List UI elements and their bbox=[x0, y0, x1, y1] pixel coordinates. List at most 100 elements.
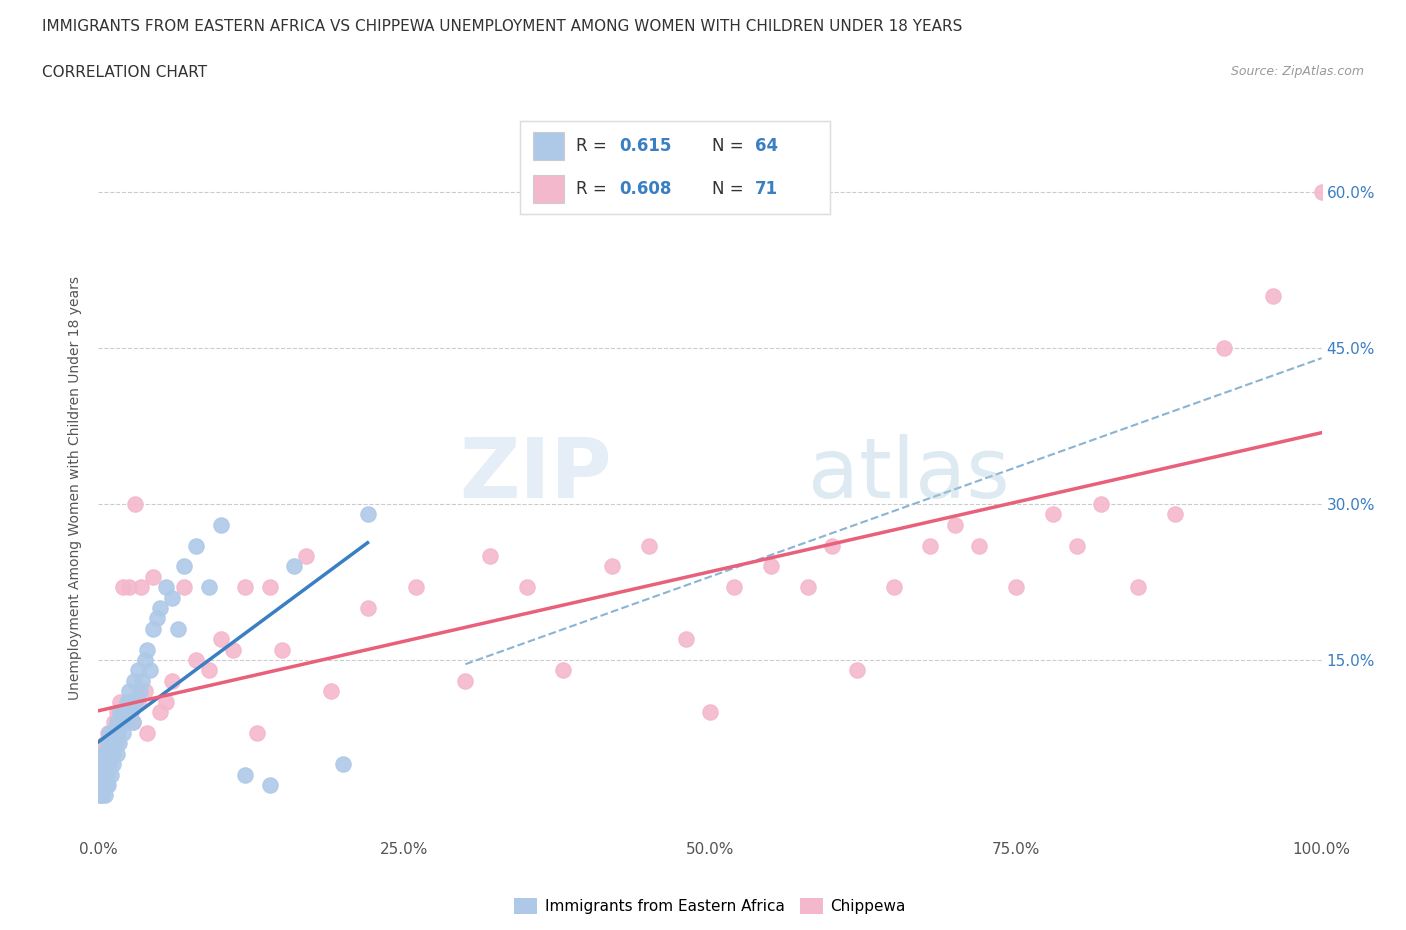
Point bbox=[103, 715, 125, 730]
Point bbox=[93, 788, 115, 803]
Point bbox=[967, 538, 990, 553]
Point bbox=[120, 694, 142, 709]
Point bbox=[186, 538, 208, 553]
Point bbox=[283, 559, 305, 574]
Point bbox=[173, 579, 195, 594]
Point bbox=[127, 694, 149, 709]
Point bbox=[139, 663, 162, 678]
Point bbox=[209, 517, 232, 532]
Point bbox=[90, 777, 112, 792]
Point bbox=[149, 705, 172, 720]
Point bbox=[1042, 507, 1064, 522]
Point bbox=[101, 746, 124, 761]
Point bbox=[111, 725, 134, 740]
Point bbox=[121, 715, 143, 730]
Point bbox=[197, 663, 219, 678]
Legend: Immigrants from Eastern Africa, Chippewa: Immigrants from Eastern Africa, Chippewa bbox=[508, 892, 912, 920]
Point bbox=[797, 579, 820, 594]
Text: 0.608: 0.608 bbox=[619, 179, 672, 198]
Point bbox=[93, 757, 115, 772]
Point bbox=[112, 705, 135, 720]
Point bbox=[699, 705, 721, 720]
Point bbox=[105, 746, 128, 761]
Point bbox=[761, 559, 783, 574]
Point bbox=[114, 715, 136, 730]
Point bbox=[97, 736, 120, 751]
Text: R =: R = bbox=[576, 137, 612, 155]
Point bbox=[91, 777, 114, 792]
Point bbox=[142, 621, 165, 636]
Point bbox=[122, 673, 145, 688]
Point bbox=[96, 767, 118, 782]
Point bbox=[142, 569, 165, 584]
Point bbox=[105, 705, 128, 720]
Point bbox=[89, 788, 111, 803]
Point bbox=[104, 736, 127, 751]
Point bbox=[638, 538, 661, 553]
Point bbox=[136, 725, 159, 740]
Text: Source: ZipAtlas.com: Source: ZipAtlas.com bbox=[1230, 65, 1364, 78]
Text: 71: 71 bbox=[755, 179, 779, 198]
Point bbox=[100, 767, 122, 782]
Point bbox=[845, 663, 868, 678]
Point bbox=[1066, 538, 1088, 553]
Point bbox=[97, 757, 120, 772]
Point bbox=[319, 684, 342, 698]
Point bbox=[124, 694, 146, 709]
Point bbox=[295, 549, 318, 564]
Point bbox=[93, 767, 115, 782]
Point bbox=[1212, 340, 1234, 355]
Point bbox=[160, 591, 183, 605]
Point bbox=[167, 621, 190, 636]
Point bbox=[136, 643, 159, 658]
Point bbox=[478, 549, 501, 564]
Point bbox=[101, 746, 124, 761]
Point bbox=[105, 715, 128, 730]
Point bbox=[1164, 507, 1187, 522]
Point bbox=[356, 601, 378, 616]
Point bbox=[1128, 579, 1150, 594]
Point bbox=[121, 715, 143, 730]
Point bbox=[600, 559, 623, 574]
Point bbox=[98, 725, 121, 740]
Point bbox=[115, 694, 138, 709]
Point bbox=[405, 579, 427, 594]
FancyBboxPatch shape bbox=[533, 175, 564, 203]
Point bbox=[197, 579, 219, 594]
Point bbox=[821, 538, 844, 553]
Point bbox=[233, 767, 256, 782]
Point bbox=[94, 757, 117, 772]
Point bbox=[723, 579, 745, 594]
Text: 0.615: 0.615 bbox=[619, 137, 672, 155]
Point bbox=[110, 705, 132, 720]
Point bbox=[91, 777, 114, 792]
Point bbox=[120, 705, 142, 720]
Point bbox=[93, 746, 115, 761]
Point bbox=[107, 715, 129, 730]
Point bbox=[259, 579, 281, 594]
Point bbox=[100, 736, 122, 751]
Point bbox=[553, 663, 575, 678]
Point bbox=[97, 725, 120, 740]
Point bbox=[209, 631, 232, 646]
Point bbox=[233, 579, 256, 594]
Text: IMMIGRANTS FROM EASTERN AFRICA VS CHIPPEWA UNEMPLOYMENT AMONG WOMEN WITH CHILDRE: IMMIGRANTS FROM EASTERN AFRICA VS CHIPPE… bbox=[42, 19, 963, 33]
Point bbox=[1310, 184, 1333, 199]
Point bbox=[356, 507, 378, 522]
Point bbox=[107, 725, 129, 740]
Text: CORRELATION CHART: CORRELATION CHART bbox=[42, 65, 207, 80]
Point bbox=[98, 757, 121, 772]
Point bbox=[93, 736, 115, 751]
Point bbox=[94, 777, 117, 792]
Point bbox=[91, 767, 114, 782]
Text: R =: R = bbox=[576, 179, 612, 198]
Point bbox=[332, 757, 354, 772]
Text: N =: N = bbox=[711, 137, 749, 155]
Point bbox=[124, 497, 146, 512]
Point bbox=[1004, 579, 1026, 594]
Point bbox=[111, 579, 134, 594]
Point bbox=[117, 705, 139, 720]
Point bbox=[943, 517, 966, 532]
Point bbox=[94, 767, 117, 782]
Text: ZIP: ZIP bbox=[460, 433, 612, 515]
